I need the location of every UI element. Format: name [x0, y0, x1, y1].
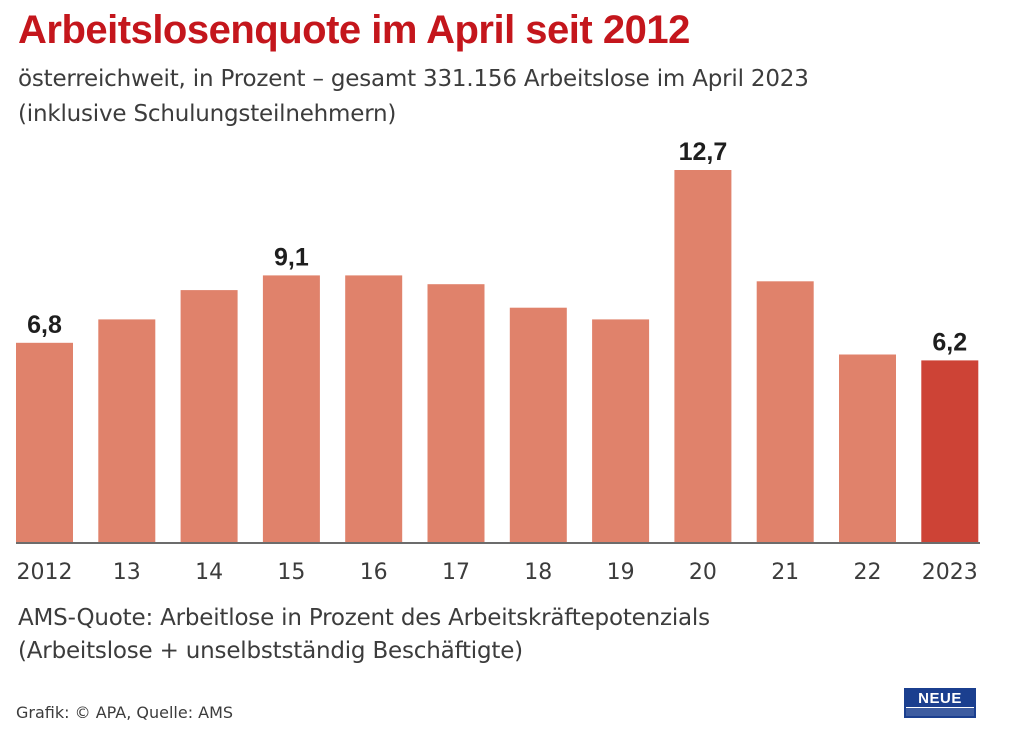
- bar-14: [180, 290, 238, 542]
- x-tick-label: 13: [113, 560, 141, 585]
- value-label: 12,7: [679, 138, 728, 166]
- logo-tagline-strip: [906, 708, 974, 716]
- footnote-line1: AMS-Quote: Arbeitlose in Prozent des Arb…: [18, 605, 710, 631]
- bar-chart: 6,89,112,76,2 2012 13 14 15 16 17 18 19 20 21 22 20…: [16, 138, 980, 585]
- bar-15: [262, 275, 320, 542]
- x-tick-label: 2012: [17, 560, 73, 585]
- x-tick-label: 15: [277, 560, 305, 585]
- logo-wordmark: NEUE: [906, 690, 974, 707]
- value-label: 6,8: [27, 311, 62, 339]
- bar-22: [839, 354, 896, 542]
- neue-logo: NEUE: [904, 688, 976, 718]
- x-tick-label: 21: [771, 560, 799, 585]
- bar-18: [509, 307, 567, 542]
- bar-16: [345, 275, 403, 542]
- x-tick-label: 17: [442, 560, 470, 585]
- x-tick-label: 22: [854, 560, 882, 585]
- bar-19: [592, 319, 650, 542]
- footnote-line2: (Arbeitslose + unselbstständig Beschäfti…: [18, 638, 523, 664]
- bar-2012: [16, 342, 73, 542]
- chart-subtitle-line1: österreichweit, in Prozent – gesamt 331.…: [18, 66, 809, 92]
- source-credit: Grafik: © APA, Quelle: AMS: [16, 703, 234, 722]
- chart-title: Arbeitslosenquote im April seit 2012: [18, 8, 690, 52]
- bars-group: [16, 170, 979, 542]
- x-tick-label: 16: [360, 560, 388, 585]
- x-tick-label: 18: [524, 560, 552, 585]
- value-label: 6,2: [932, 328, 967, 356]
- bar-17: [427, 284, 485, 542]
- x-tick-label: 2023: [922, 560, 978, 585]
- x-tick-label: 19: [607, 560, 635, 585]
- x-tick-label: 14: [195, 560, 223, 585]
- chart-subtitle-line2: (inklusive Schulungsteilnehmern): [18, 101, 397, 127]
- bar-21: [756, 281, 814, 542]
- x-tick-labels-group: 2012 13 14 15 16 17 18 19 20 21 22 2023: [17, 560, 978, 585]
- value-labels-group: 6,8 9,1 12,7 6,2: [27, 138, 967, 356]
- bar-13: [98, 319, 156, 542]
- bar-20: [674, 170, 732, 542]
- bar-2023: [921, 360, 979, 542]
- value-label: 9,1: [274, 243, 309, 271]
- x-tick-label: 20: [689, 560, 717, 585]
